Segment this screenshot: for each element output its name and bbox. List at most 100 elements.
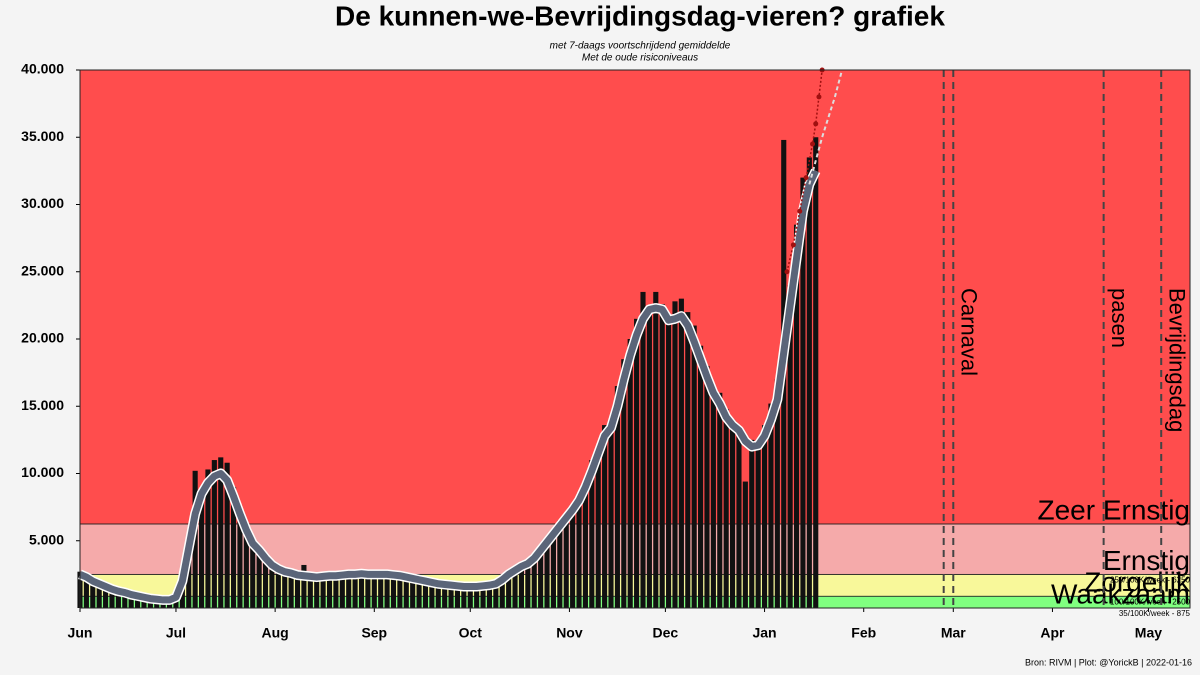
bar <box>390 575 397 608</box>
bar <box>198 500 205 608</box>
x-tick-label: Jan <box>752 625 776 641</box>
bar <box>774 379 780 608</box>
bar <box>704 365 710 608</box>
bar <box>269 566 275 608</box>
bar <box>646 305 652 608</box>
bar <box>806 157 812 609</box>
bar <box>282 573 288 608</box>
bar <box>761 425 768 608</box>
chart-subtitle: met 7-daags voortschrijdend gemiddelde <box>550 41 731 52</box>
bar <box>589 460 595 608</box>
bar <box>352 575 358 608</box>
bar <box>506 573 512 608</box>
fit-point <box>810 141 816 147</box>
y-tick-label: 10.000 <box>21 464 64 480</box>
bar <box>378 575 384 608</box>
zone-threshold: 100/100K/week - 2500 <box>1110 597 1191 606</box>
bar <box>109 590 115 608</box>
bar <box>448 583 454 608</box>
bar <box>576 493 582 608</box>
bar <box>365 574 371 608</box>
y-tick-label: 20.000 <box>21 330 64 346</box>
bar <box>371 573 377 608</box>
bar <box>224 462 230 608</box>
bar <box>659 304 665 608</box>
bar <box>83 578 89 608</box>
bar <box>793 224 800 609</box>
y-tick-label: 35.000 <box>21 128 64 144</box>
x-tick-label: Jun <box>68 625 93 641</box>
fit-point <box>784 269 790 275</box>
fit-point <box>803 175 809 181</box>
zone-name: Ernstig <box>1103 545 1190 576</box>
bar <box>582 484 588 608</box>
bar <box>538 547 544 608</box>
bar <box>103 585 109 608</box>
zone-threshold: 250/100K/week - 6250 <box>1110 575 1191 584</box>
bar <box>474 585 480 608</box>
bar <box>326 577 333 608</box>
bar <box>122 593 128 608</box>
bar <box>256 547 262 608</box>
bar <box>90 579 96 608</box>
y-tick-label: 30.000 <box>21 195 64 211</box>
bar <box>627 339 633 608</box>
bar <box>358 573 365 608</box>
source: Bron: RIVM | Plot: @YorickB | 2022-01-16 <box>1025 657 1192 667</box>
bar <box>736 426 742 608</box>
bar <box>691 325 697 608</box>
fit-point <box>790 242 796 248</box>
bar <box>742 481 748 608</box>
chart-note: Met de oude risiconiveaus <box>582 53 698 64</box>
y-tick-label: 40.000 <box>21 61 64 77</box>
bar <box>442 585 448 608</box>
x-tick-label: Dec <box>653 625 679 641</box>
bar <box>493 582 499 608</box>
bar <box>557 520 563 608</box>
bar <box>416 581 422 608</box>
bar <box>768 403 774 608</box>
event-label: pasen <box>1107 288 1132 348</box>
bar <box>800 177 806 608</box>
bar <box>608 419 614 608</box>
bar <box>461 585 467 608</box>
bar <box>339 575 345 608</box>
bar <box>403 578 409 608</box>
bar <box>499 577 505 608</box>
chart-title: De kunnen-we-Bevrijdingsdag-vieren? graf… <box>335 0 945 31</box>
zone-name: Waakzaam <box>1051 578 1190 609</box>
event-label: Carnaval <box>956 288 981 376</box>
x-tick-label: Nov <box>556 625 583 641</box>
bar <box>512 567 518 608</box>
x-tick-label: Jul <box>166 625 186 641</box>
bar <box>384 573 390 608</box>
bar <box>544 538 550 608</box>
bar <box>698 345 704 608</box>
y-tick-label: 5.000 <box>29 531 64 547</box>
x-tick-label: May <box>1135 625 1162 641</box>
fit-point <box>813 121 819 127</box>
bar <box>96 585 102 608</box>
bar <box>467 587 473 608</box>
bar <box>262 555 269 608</box>
event-label: Bevrijdingsdag <box>1164 288 1189 432</box>
bar <box>294 577 301 608</box>
bar <box>397 574 403 608</box>
bar <box>723 408 729 608</box>
x-tick-label: Sep <box>361 625 387 641</box>
bar <box>666 314 672 608</box>
bar <box>480 586 486 608</box>
bar <box>422 579 429 608</box>
bar <box>275 567 281 608</box>
zone-threshold: 35/100K/week - 875 <box>1119 609 1191 618</box>
x-tick-label: Feb <box>851 625 876 641</box>
x-tick-label: Mar <box>941 625 966 641</box>
bar <box>243 534 249 608</box>
bar <box>237 505 243 608</box>
bar <box>250 538 256 608</box>
projection-line <box>808 72 843 185</box>
bar <box>570 505 576 608</box>
bar <box>301 564 307 608</box>
zone-name: Zorgelijk <box>1084 567 1191 598</box>
average-line <box>78 169 819 604</box>
